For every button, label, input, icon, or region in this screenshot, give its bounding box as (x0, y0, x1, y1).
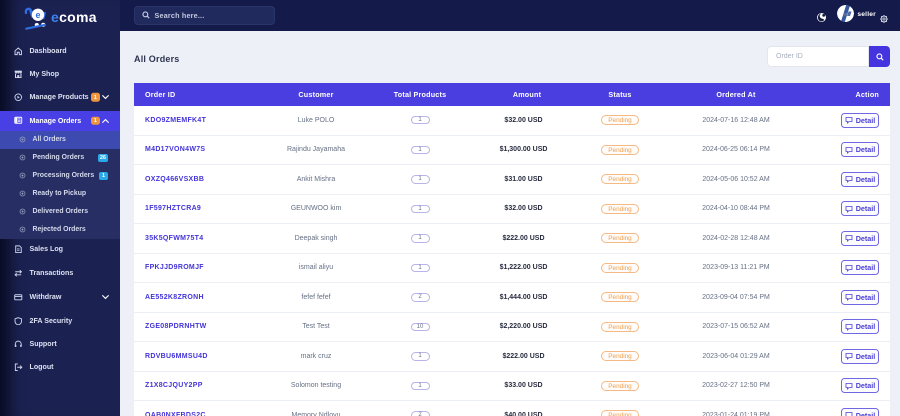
svg-text:pd: pd (844, 12, 850, 17)
svg-text:e: e (35, 10, 40, 20)
